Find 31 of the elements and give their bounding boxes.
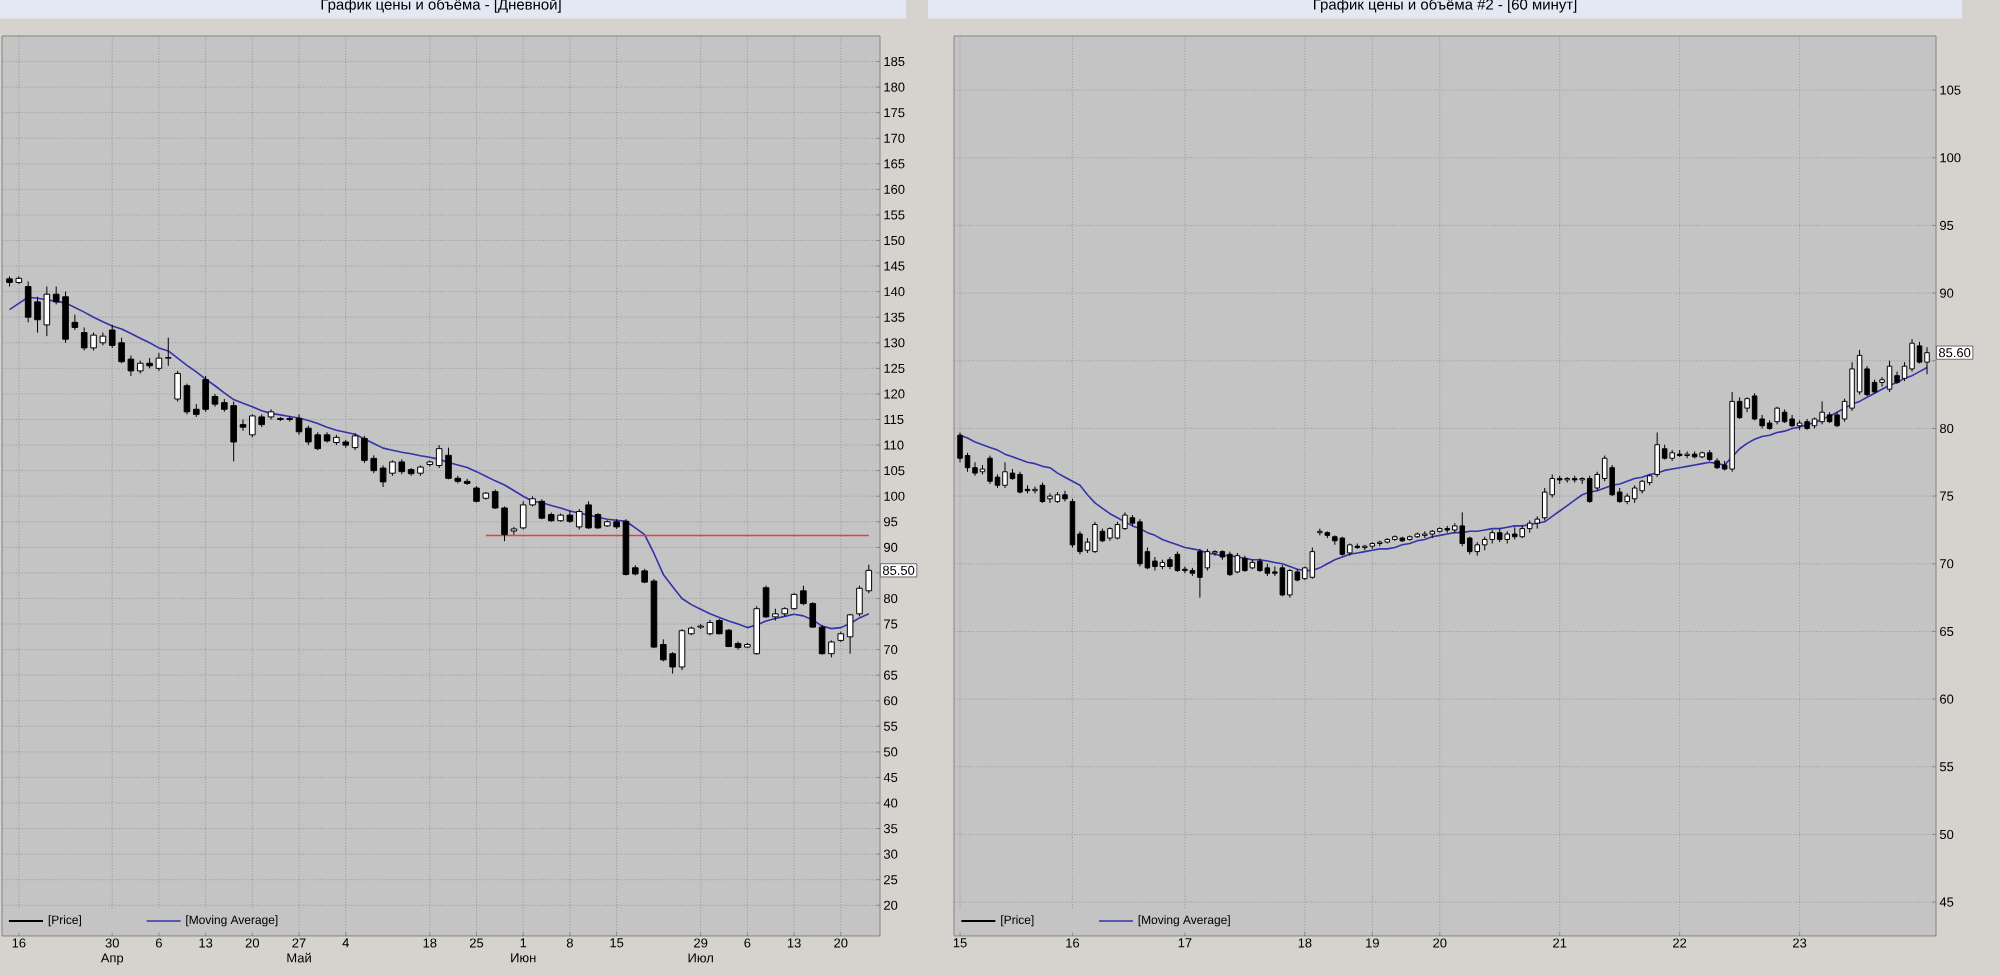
- candlestick: [1227, 551, 1233, 576]
- candlestick: [1744, 398, 1750, 413]
- candlestick: [1257, 557, 1263, 572]
- candlestick: [1107, 528, 1113, 542]
- candlestick: [1152, 556, 1158, 572]
- candlestick: [1032, 486, 1038, 494]
- candlestick: [972, 461, 978, 477]
- candlestick: [987, 455, 993, 485]
- candlestick: [957, 432, 963, 463]
- candlestick: [1062, 490, 1068, 503]
- candlestick: [1676, 449, 1683, 457]
- candlestick: [1354, 542, 1361, 549]
- candlestick: [1849, 361, 1855, 412]
- candlestick: [1002, 461, 1008, 489]
- candlestick: [1287, 570, 1293, 599]
- candlestick: [1047, 492, 1053, 504]
- candlestick: [1924, 346, 1930, 375]
- candlestick: [1774, 407, 1780, 425]
- candlestick: [1167, 556, 1173, 570]
- candlestick: [1894, 371, 1900, 383]
- candlestick: [1242, 555, 1248, 572]
- candlestick: [1137, 518, 1143, 567]
- candlestick: [1789, 414, 1795, 427]
- candlestick: [1819, 400, 1825, 425]
- candlestick: [1197, 548, 1203, 599]
- candlestick: [1804, 418, 1810, 429]
- candlestick: [1729, 391, 1735, 473]
- candlestick: [1092, 521, 1098, 553]
- candlestick: [1526, 519, 1533, 534]
- candlestick: [1714, 457, 1720, 469]
- candlestick: [1909, 338, 1915, 373]
